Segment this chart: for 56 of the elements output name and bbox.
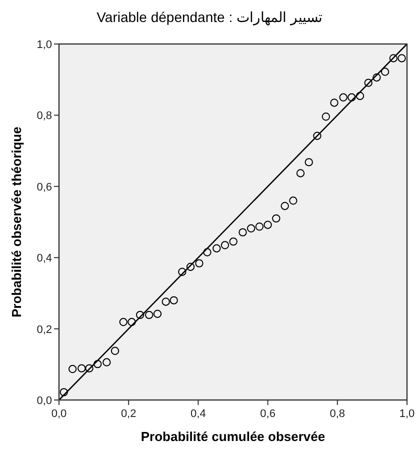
point [94, 360, 102, 368]
point [356, 92, 364, 100]
y-tick-label: 0,4 [36, 252, 52, 265]
point [313, 132, 322, 140]
point [186, 262, 195, 271]
chart-title: Variable dépendante : تسيير المهارات [96, 9, 322, 26]
point [296, 169, 305, 178]
y-tick-label: 1,0 [36, 39, 52, 51]
point [280, 202, 289, 210]
point [119, 318, 128, 326]
point [162, 298, 170, 306]
point [255, 222, 264, 231]
point [68, 364, 77, 374]
y-tick-label: 0,8 [36, 110, 52, 122]
point [264, 220, 272, 229]
point [348, 93, 356, 102]
point [195, 259, 204, 268]
point [364, 78, 372, 87]
point [272, 214, 280, 223]
point [78, 364, 86, 372]
point [372, 73, 381, 82]
point [145, 310, 154, 320]
y-tick-label: 0,2 [36, 324, 52, 336]
point [398, 54, 406, 62]
point [170, 296, 178, 304]
y-tick-label: 0,0 [36, 395, 52, 407]
point [380, 68, 390, 76]
x-tick-label: 0,8 [330, 408, 346, 420]
point [246, 224, 256, 233]
point [389, 54, 398, 62]
point [136, 310, 144, 320]
point [85, 364, 94, 372]
x-tick-label: 0,0 [51, 408, 67, 420]
point [128, 318, 136, 326]
point [330, 98, 338, 107]
point [178, 268, 186, 276]
x-tick-label: 0,2 [120, 408, 136, 420]
point [238, 228, 247, 236]
point [289, 196, 298, 205]
point [212, 244, 221, 252]
point [322, 112, 330, 121]
point [110, 346, 120, 355]
point [102, 358, 111, 366]
point [203, 248, 212, 256]
point [229, 237, 238, 246]
x-tick-label: 0,4 [190, 408, 206, 420]
y-tick-label: 0,6 [36, 181, 52, 194]
x-axis-title: Probabilité cumulée observée [140, 429, 326, 444]
point [220, 241, 230, 250]
x-tick-label: 0,6 [260, 408, 276, 420]
point [153, 310, 162, 318]
point [304, 158, 313, 166]
point [339, 93, 348, 102]
point [60, 388, 68, 396]
y-axis-title: Probabilité observée théorique [9, 126, 24, 318]
x-tick-label: 1,0 [399, 408, 415, 420]
